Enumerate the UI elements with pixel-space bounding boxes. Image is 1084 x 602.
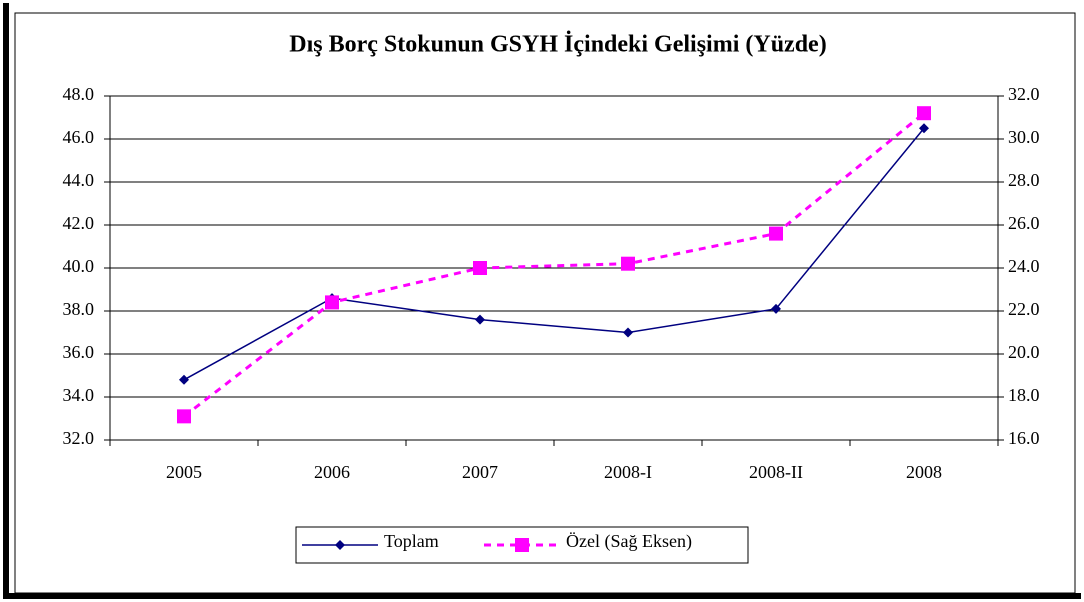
y2-tick-label: 20.0 (1008, 342, 1040, 362)
y-tick-label: 44.0 (63, 170, 95, 190)
square-marker (769, 226, 783, 241)
x-tick-label: 2008-I (604, 462, 652, 482)
x-tick-label: 2008-II (749, 462, 803, 482)
diamond-marker (771, 303, 781, 314)
y2-tick-label: 24.0 (1008, 256, 1040, 276)
y-tick-label: 46.0 (63, 127, 95, 147)
y-tick-label: 34.0 (63, 385, 95, 405)
legend-label: Toplam (384, 531, 439, 551)
y2-tick-label: 18.0 (1008, 385, 1040, 405)
legend-marker (515, 538, 529, 552)
frame-left-edge (3, 3, 9, 599)
y2-tick-label: 26.0 (1008, 213, 1040, 233)
square-marker (325, 295, 339, 310)
diamond-marker (919, 123, 929, 134)
x-tick-label: 2005 (166, 462, 202, 482)
y-tick-label: 48.0 (63, 84, 95, 104)
y-tick-label: 32.0 (63, 428, 95, 448)
y2-tick-label: 32.0 (1008, 84, 1040, 104)
chart-title: Dış Borç Stokunun GSYH İçindeki Gelişimi… (289, 32, 826, 58)
square-marker (473, 261, 487, 275)
square-marker (917, 106, 931, 121)
x-tick-label: 2006 (314, 462, 350, 482)
y-tick-label: 36.0 (63, 342, 95, 362)
x-tick-label: 2007 (462, 462, 498, 482)
y2-tick-label: 22.0 (1008, 299, 1040, 319)
x-tick-label: 2008 (906, 462, 942, 482)
square-marker (621, 256, 635, 271)
diamond-marker (179, 374, 189, 385)
series-line (183, 112, 925, 418)
y-tick-label: 40.0 (63, 256, 95, 276)
legend-label: Özel (Sağ Eksen) (566, 531, 692, 552)
diamond-marker (475, 314, 485, 325)
legend-marker (335, 540, 345, 550)
y-tick-label: 42.0 (63, 213, 95, 233)
diamond-marker (623, 327, 633, 338)
y-tick-label: 38.0 (63, 299, 95, 319)
y2-tick-label: 30.0 (1008, 127, 1040, 147)
square-marker (177, 409, 191, 424)
frame-bottom-edge (3, 593, 1081, 599)
series-line (183, 127, 925, 381)
y2-tick-label: 16.0 (1008, 428, 1040, 448)
y2-tick-label: 28.0 (1008, 170, 1040, 190)
